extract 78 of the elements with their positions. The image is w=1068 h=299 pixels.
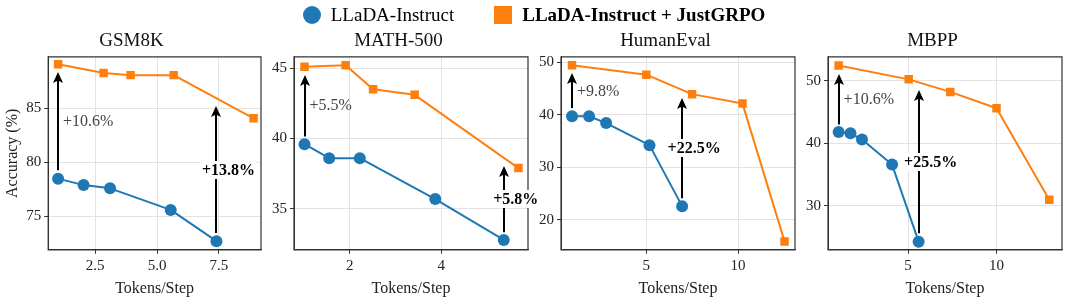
point — [99, 68, 108, 78]
x-tick-label: 5 — [904, 256, 912, 273]
y-tick-label: 80 — [26, 153, 42, 170]
point — [497, 233, 510, 246]
x-tick-label: 2.5 — [85, 256, 105, 273]
annotation: +25.5% — [903, 152, 959, 171]
annotation: +10.6% — [63, 112, 114, 131]
point — [410, 90, 419, 100]
x-tick-label: 10 — [989, 256, 1005, 273]
y-tick-label: 50 — [539, 53, 554, 69]
legend-label: LLaDA-Instruct — [330, 4, 455, 26]
y-tick-label: 30 — [806, 196, 821, 213]
point — [912, 235, 925, 248]
chart-title: MBPP — [907, 29, 958, 51]
x-tick-label: 5 — [642, 256, 651, 273]
point — [52, 172, 65, 185]
annotation: +9.8% — [577, 81, 620, 100]
y-tick-label: 30 — [539, 158, 554, 175]
x-tick-label: 2 — [346, 256, 354, 273]
point — [855, 133, 868, 146]
point — [126, 70, 135, 80]
x-tick-label: 5.0 — [147, 256, 167, 273]
point — [600, 117, 613, 130]
point — [210, 235, 223, 248]
point — [676, 200, 689, 213]
point — [643, 139, 656, 152]
legend-label: LLaDA-Instruct + JustGRPO — [522, 4, 766, 26]
point — [429, 193, 442, 206]
point — [583, 110, 596, 123]
y-tick-label: 40 — [806, 134, 821, 151]
point — [514, 163, 523, 173]
point — [298, 138, 311, 151]
x-tick-label: 10 — [730, 256, 746, 273]
chart-title: HumanEval — [620, 29, 711, 51]
point — [353, 152, 366, 165]
point — [738, 99, 747, 108]
point — [886, 158, 899, 171]
annotation: +10.6% — [843, 89, 894, 108]
y-tick-label: 35 — [272, 199, 287, 216]
y-tick-label: 85 — [26, 99, 42, 116]
point — [164, 203, 177, 216]
point — [1045, 195, 1054, 204]
y-axis-title: Accuracy (%) — [2, 108, 21, 198]
point — [780, 237, 789, 246]
y-tick-label: 45 — [272, 59, 287, 76]
x-tick-label: 4 — [437, 256, 446, 273]
point — [834, 61, 843, 70]
annotation: +5.8% — [492, 189, 540, 208]
y-tick-label: 40 — [272, 129, 287, 146]
annotation: +13.8% — [200, 160, 257, 179]
point — [566, 110, 579, 123]
annotation: +22.5% — [666, 139, 722, 158]
point — [300, 62, 309, 71]
point — [832, 126, 845, 138]
y-tick-label: 50 — [806, 71, 821, 88]
point — [53, 60, 63, 69]
point — [323, 152, 336, 165]
point — [904, 75, 913, 84]
point — [946, 87, 955, 97]
x-tick-label: 7.5 — [209, 256, 229, 273]
point — [104, 182, 117, 195]
point — [992, 103, 1001, 113]
x-axis-title: Tokens/Step — [638, 278, 718, 297]
point — [642, 70, 651, 79]
y-tick-label: 20 — [539, 210, 554, 227]
y-tick-label: 40 — [539, 105, 554, 122]
point — [77, 179, 90, 192]
x-axis-title: Tokens/Step — [115, 278, 195, 297]
x-axis-title: Tokens/Step — [371, 278, 451, 297]
point — [844, 127, 857, 140]
chart-title: GSM8K — [99, 29, 164, 51]
chart-title: MATH-500 — [354, 29, 443, 51]
point — [169, 70, 178, 80]
annotation: +5.5% — [309, 96, 352, 115]
x-axis-title: Tokens/Step — [905, 278, 985, 297]
point — [249, 114, 258, 123]
y-tick-label: 75 — [26, 207, 42, 224]
point — [341, 61, 350, 70]
